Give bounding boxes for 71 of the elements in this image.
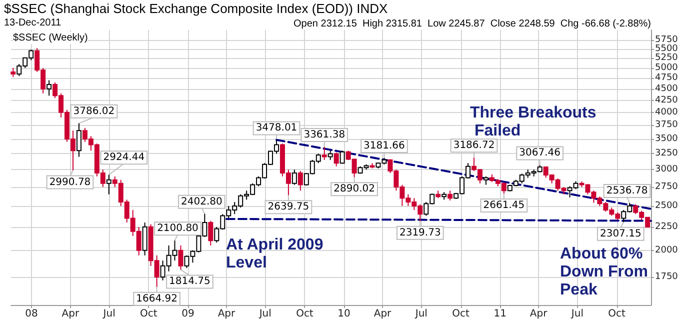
annotation: 2661.45 [483,200,525,211]
x-tick-label: 08 [25,308,38,320]
candlestick [76,122,82,158]
y-tick-label: 2750 [655,182,678,192]
annotation: 3181.66 [364,140,405,152]
annotation: 3478.01 [256,122,298,134]
x-tick-label: Oct [296,308,314,320]
annotation: 2924.44 [103,152,145,164]
candlestick [322,146,327,160]
annotation: 2402.80 [180,196,222,208]
annotation: 1814.75 [169,276,210,288]
y-tick-label: 2500 [655,200,678,211]
y-tick-label: 3500 [655,134,678,144]
chart-title: $SSEC (Shanghai Stock Exchange Composite Index (EOD)) INDX [4,1,388,16]
text: Open 2312.15 High 2315.81 Low 2245.87 Close 2248.59 Chg -66.68 (-2.88%) [294,18,652,30]
x-tick-label: Oct [608,308,626,320]
x-tick-label: Jul [570,308,584,320]
candlestick [208,220,214,246]
x-tick-label: Oct [140,308,158,320]
x-tick-label: 09 [182,308,194,320]
annotation: About 60% Down From Peak [560,246,652,298]
annotation: 2639.75 [268,202,310,213]
candlestick [178,244,184,270]
y-tick-label: 2250 [655,222,678,232]
candlestick [298,170,303,192]
x-tick-label: 11 [494,308,506,320]
candlestick [292,169,297,186]
x-tick-label: Apr [530,308,548,320]
x-tick-label: Apr [218,308,236,320]
candlestick [334,152,339,167]
y-tick-label: 1750 [655,272,678,282]
annotation: Three Breakouts Failed [470,104,596,140]
x-tick-label: 10 [338,308,350,320]
y-tick-label: 5000 [655,62,678,73]
y-tick-label: 5750 [655,35,678,46]
y-tick-label: 4500 [655,84,678,94]
annotation: 2319.73 [399,227,441,238]
annotation: 2100.80 [157,223,198,234]
annotation: 2307.15 [600,228,642,240]
x-tick-label: Jul [258,308,272,320]
y-tick-label: 4250 [655,95,678,106]
y-tick-label: 2000 [655,245,678,256]
y-tick-label: 5500 [655,44,678,54]
annotation: $SSEC (Weekly) [13,32,88,44]
x-tick-label: Jul [414,308,428,320]
annotation: 3361.38 [304,130,346,140]
annotation: 2990.78 [49,176,91,188]
annotation: 1664.92 [136,293,178,304]
annotation: 3067.46 [519,148,561,159]
annotation: 2536.78 [606,186,648,197]
y-tick-label: 3250 [655,148,678,159]
candlestick [46,80,52,96]
annotation: 3186.72 [453,140,495,152]
y-tick-label: 3000 [655,164,678,175]
chart-subtitle: 13-Dec-2011 [4,18,62,28]
annotation: At April 2009 Level [226,236,328,272]
y-tick-label: 3750 [655,120,678,130]
x-tick-label: Jul [102,308,116,320]
candlestick [328,150,333,160]
x-tick-label: Apr [374,308,392,320]
annotation: 2890.02 [334,184,375,195]
y-tick-label: 4000 [655,107,678,118]
x-tick-label: Apr [62,308,80,320]
candlestick [106,174,112,195]
candlestick [142,222,148,256]
candlestick [448,190,453,201]
y-tick-label: 4750 [655,73,678,84]
candlestick [340,150,345,164]
x-tick-label: Oct [452,308,470,320]
annotation: 3786.02 [73,106,115,117]
y-tick-label: 5250 [655,53,678,64]
